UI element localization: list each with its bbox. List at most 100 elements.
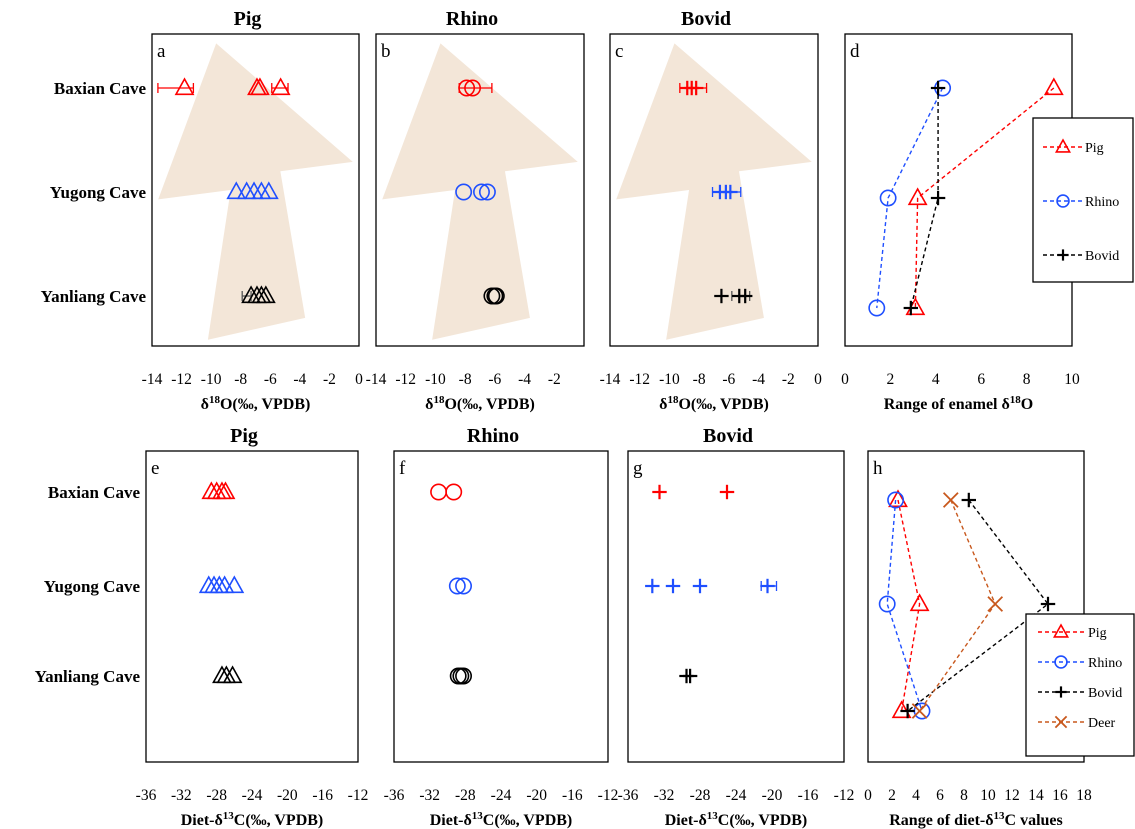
x-tick-label: -32 xyxy=(654,787,675,804)
x-tick-label: -8 xyxy=(459,371,472,388)
x-tick-label: -28 xyxy=(690,787,711,804)
x-tick-label: 18 xyxy=(1076,787,1092,804)
data-point xyxy=(961,492,976,508)
category-label: Yugong Cave xyxy=(50,183,147,202)
legend-marker xyxy=(1054,715,1068,729)
data-point xyxy=(911,703,928,719)
data-point xyxy=(900,703,915,719)
panel-frame xyxy=(627,450,845,763)
x-tick-label: -24 xyxy=(726,787,747,804)
x-tick-label: -4 xyxy=(752,371,765,388)
x-tick-label: -16 xyxy=(562,787,583,804)
data-point xyxy=(455,183,473,201)
data-point xyxy=(879,189,897,207)
panel-g: g Bovid -36 -32 -28 -24 -20 -16 -12 xyxy=(618,425,855,804)
legend-label: Bovid xyxy=(1085,249,1119,264)
data-point xyxy=(652,484,667,500)
series-line-rhino xyxy=(876,87,944,309)
panel-f: f Rhino -36 -32 -28 -24 -20 -16 -12 xyxy=(384,425,619,804)
trend-arrow xyxy=(158,43,353,340)
x-tick-label: -4 xyxy=(293,371,306,388)
x-tick-label: 0 xyxy=(355,371,363,388)
x-tick-label: -16 xyxy=(798,787,819,804)
panel-frame xyxy=(609,33,819,347)
panel-title: Bovid xyxy=(703,425,753,447)
x-tick-label: -12 xyxy=(395,371,416,388)
data-point xyxy=(215,481,236,500)
panel-a: a Pig -14 -12 -10 -8 -6 -4 -2 0 Baxian Cave Yugong … xyxy=(41,8,363,388)
data-point xyxy=(250,77,270,96)
legend-marker xyxy=(1054,138,1072,153)
panel-b: b Rhino -14 -12 -10 -8 -6 -4 -2 xyxy=(366,8,585,388)
x-axis-label-g: Diet-δ13C(‰, VPDB) xyxy=(665,810,808,829)
data-point xyxy=(913,702,931,720)
series-line-deer xyxy=(919,499,996,712)
data-point xyxy=(448,577,466,595)
x-tick-label: 10 xyxy=(1064,371,1080,388)
data-point xyxy=(487,287,505,305)
data-point xyxy=(888,489,908,508)
series-line-pig xyxy=(897,499,921,712)
legend-label: Rhino xyxy=(1088,656,1122,671)
x-tick-label: -32 xyxy=(171,787,192,804)
series-line-bovid xyxy=(907,499,1049,712)
data-point xyxy=(455,667,472,685)
legend-label: Pig xyxy=(1085,141,1104,156)
x-tick-label: -28 xyxy=(455,787,476,804)
panel-frame xyxy=(145,450,359,763)
panel-title: Bovid xyxy=(681,8,731,30)
data-point xyxy=(930,80,946,96)
data-point xyxy=(738,288,753,304)
panel-title: Pig xyxy=(230,425,258,447)
panel-letter: f xyxy=(399,458,406,479)
legend-marker xyxy=(1052,623,1070,638)
category-label: Yanliang Cave xyxy=(35,667,141,686)
panel-title: Rhino xyxy=(467,425,519,447)
panel-letter: c xyxy=(615,41,623,62)
legend-box xyxy=(1032,117,1134,283)
data-point xyxy=(455,577,472,595)
x-tick-label: -12 xyxy=(348,787,369,804)
x-axis-label-h: Range of diet-δ13C values xyxy=(889,810,1063,829)
data-point xyxy=(907,187,928,206)
data-point xyxy=(909,593,930,612)
x-tick-label: -32 xyxy=(419,787,440,804)
data-point xyxy=(270,77,291,96)
x-tick-label: -6 xyxy=(264,371,277,388)
x-tick-label: -12 xyxy=(598,787,619,804)
x-tick-label: 4 xyxy=(912,787,920,804)
x-tick-label: -6 xyxy=(722,371,735,388)
panel-letter: a xyxy=(157,41,166,62)
x-tick-label: -14 xyxy=(142,371,163,388)
x-tick-label: -8 xyxy=(234,371,247,388)
panel-title: Rhino xyxy=(446,8,498,30)
x-tick-label: -10 xyxy=(659,371,680,388)
panel-letter: h xyxy=(873,458,883,479)
x-tick-label: -8 xyxy=(693,371,706,388)
data-point xyxy=(987,596,1004,612)
panel-frame xyxy=(375,33,585,347)
x-tick-label: -28 xyxy=(206,787,227,804)
x-tick-label: -14 xyxy=(366,371,387,388)
x-tick-label: -2 xyxy=(782,371,795,388)
x-tick-label: -20 xyxy=(762,787,783,804)
panel-frame xyxy=(393,450,609,763)
data-point xyxy=(224,575,245,594)
x-tick-label: 8 xyxy=(960,787,968,804)
x-axis-label-f: Diet-δ13C(‰, VPDB) xyxy=(430,810,573,829)
series-line-bovid xyxy=(910,88,939,309)
data-point xyxy=(255,285,276,304)
data-point xyxy=(464,79,482,97)
category-label: Baxian Cave xyxy=(54,79,147,98)
x-tick-label: -2 xyxy=(323,371,336,388)
x-tick-label: 6 xyxy=(977,371,985,388)
x-axis-label-a: δ18O(‰, VPDB) xyxy=(201,394,311,413)
legend-label: Deer xyxy=(1088,716,1116,731)
panel-letter: g xyxy=(633,458,643,479)
data-point xyxy=(903,300,919,316)
data-point xyxy=(430,483,448,501)
data-point xyxy=(878,595,896,613)
x-tick-label: -20 xyxy=(277,787,298,804)
legend-label: Bovid xyxy=(1088,686,1122,701)
x-axis-label-d: Range of enamel δ18O xyxy=(884,394,1034,413)
